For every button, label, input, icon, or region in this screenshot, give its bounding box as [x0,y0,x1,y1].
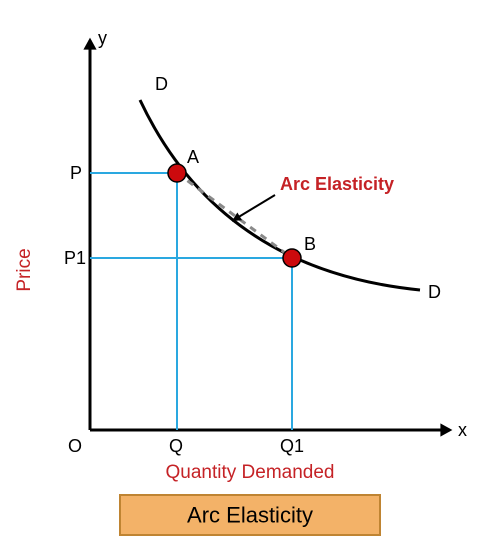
axis-arrowhead [440,423,452,436]
point-b [283,249,301,267]
title-box-text: Arc Elasticity [187,503,313,528]
y-axis-label: y [98,28,107,48]
demand-label-end: D [428,282,441,302]
y-axis-title: Price [14,248,35,291]
point-a [168,164,186,182]
demand-curve [140,100,420,290]
annotation-arc-elasticity: Arc Elasticity [280,174,394,194]
point-label-b: B [304,234,316,254]
origin-label: O [68,436,82,456]
tick-p: P [70,163,82,183]
tick-q: Q [169,436,183,456]
tick-p1: P1 [64,248,86,268]
tick-q1: Q1 [280,436,304,456]
point-label-a: A [187,147,199,167]
axis-arrowhead [83,38,96,50]
x-axis-label: x [458,420,467,440]
x-axis-title: Quantity Demanded [166,462,335,483]
demand-label-start: D [155,74,168,94]
